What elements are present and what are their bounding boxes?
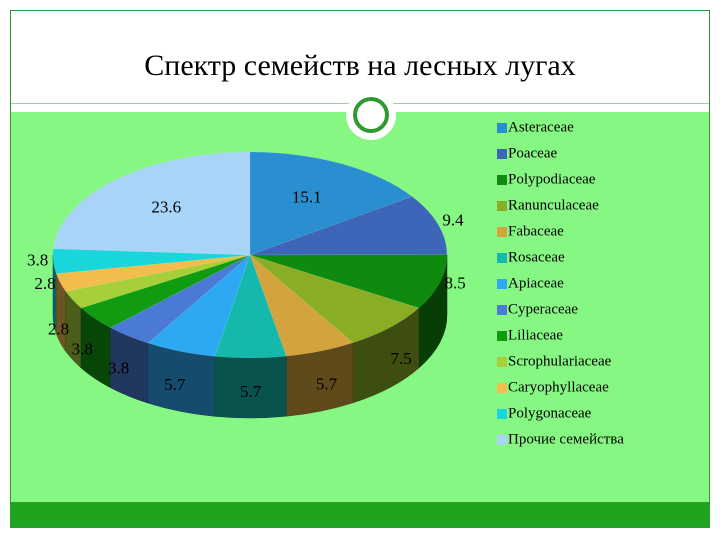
legend-swatch-12 xyxy=(497,435,507,445)
data-label-11: 3.8 xyxy=(27,251,48,270)
legend-swatch-4 xyxy=(497,227,507,237)
data-label-10: 2.8 xyxy=(34,274,55,293)
legend-label-10: Caryophyllaceae xyxy=(508,379,609,395)
legend-swatch-10 xyxy=(497,383,507,393)
pie-slice-8 xyxy=(80,254,251,328)
legend-label-0: Asteraceae xyxy=(508,119,574,135)
legend-swatch-8 xyxy=(497,331,507,341)
chart-title: Спектр семейств на лесных лугах xyxy=(144,49,576,82)
legend-label-1: Poaceae xyxy=(508,145,557,161)
pie-slice-0 xyxy=(249,151,413,256)
data-label-5: 5.7 xyxy=(240,382,262,401)
data-label-7: 3.8 xyxy=(108,358,129,377)
legend-label-6: Apiaceae xyxy=(508,275,564,291)
pie-slice-5 xyxy=(214,254,287,359)
legend-swatch-11 xyxy=(497,409,507,419)
legend-swatch-6 xyxy=(497,279,507,289)
legend-swatch-1 xyxy=(497,149,507,159)
legend-label-3: Ranunculaceae xyxy=(508,197,599,213)
footer-bar xyxy=(11,502,709,527)
legend-swatch-5 xyxy=(497,253,507,263)
pie-slice-9 xyxy=(65,254,251,309)
data-label-12: 23.6 xyxy=(151,197,181,216)
legend-label-2: Polypodiaceae xyxy=(508,171,596,187)
legend-label-7: Cyperaceae xyxy=(508,301,578,317)
pie-slice-3 xyxy=(249,254,420,344)
pie-slice-10 xyxy=(55,254,251,292)
legend-label-9: Scrophulariaceae xyxy=(508,353,612,369)
data-label-9: 2.8 xyxy=(48,319,69,338)
pie-slice-1 xyxy=(249,196,448,256)
pie-slice-11 xyxy=(52,248,251,274)
legend-label-5: Rosaceae xyxy=(508,249,565,265)
pie-slice-4 xyxy=(249,254,354,357)
title-area: Спектр семейств на лесных лугах xyxy=(11,11,709,103)
legend-label-8: Liliaceae xyxy=(508,327,563,343)
legend-swatch-7 xyxy=(497,305,507,315)
legend: Asteraceae Poaceae Polypodiaceae Ranunculac… xyxy=(497,119,624,447)
pie-slice-6 xyxy=(147,254,251,357)
data-label-0: 15.1 xyxy=(292,187,322,206)
data-label-8: 3.8 xyxy=(72,339,93,358)
legend-swatch-2 xyxy=(497,175,507,185)
data-label-2: 8.5 xyxy=(444,273,465,292)
legend-swatch-9 xyxy=(497,357,507,367)
legend-swatch-0 xyxy=(497,123,507,133)
pie-slice-12 xyxy=(53,151,251,256)
data-label-6: 5.7 xyxy=(164,375,186,394)
data-labels: 15.19.48.57.55.75.75.73.83.82.82.83.823.… xyxy=(27,187,466,401)
pie-slice-2 xyxy=(249,254,448,309)
data-label-3: 7.5 xyxy=(391,349,412,368)
data-label-4: 5.7 xyxy=(316,375,338,394)
badge-ring xyxy=(353,97,389,133)
legend-label-11: Polygonaceae xyxy=(508,405,592,421)
circle-badge-icon xyxy=(346,90,396,140)
pie-chart: 15.19.48.57.55.75.75.73.83.82.82.83.823.… xyxy=(27,119,624,447)
legend-label-4: Fabaceae xyxy=(508,223,564,239)
pie-tops xyxy=(52,151,448,359)
legend-label-12: Прочие семейства xyxy=(508,431,624,447)
legend-swatch-3 xyxy=(497,201,507,211)
data-label-1: 9.4 xyxy=(442,211,464,230)
chart-frame: Спектр семейств на лесных лугах 15.1 9.4 8… xyxy=(10,10,710,528)
pie-sides xyxy=(52,254,448,419)
pie-slice-7 xyxy=(109,254,251,344)
